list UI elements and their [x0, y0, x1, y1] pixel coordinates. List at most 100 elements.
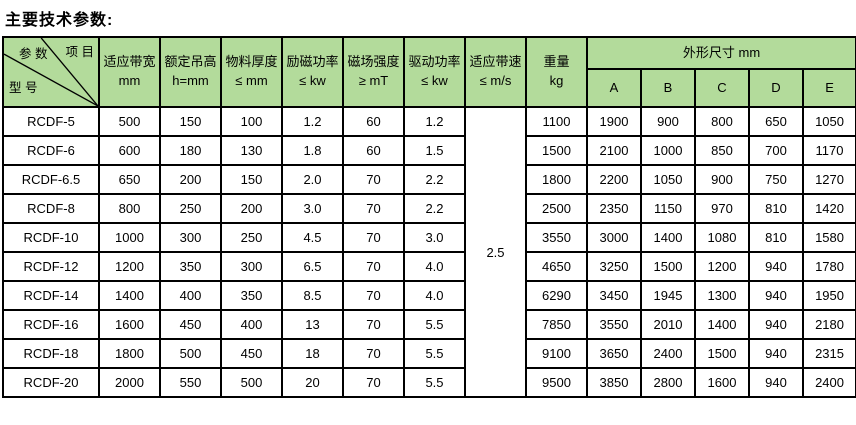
value-cell: 1400	[694, 309, 750, 340]
value-cell: 150	[220, 164, 283, 195]
table-row: RCDF-12 1200 350 300 6.5 70 4.0 4650 3250 1500 120…	[2, 251, 856, 282]
value-cell: 3000	[586, 222, 642, 253]
value-cell: 4.0	[403, 251, 466, 282]
value-cell: 3850	[586, 367, 642, 398]
model-cell: RCDF-16	[2, 309, 100, 340]
column-header-excitation-power: 励磁功率 ≤ kw	[281, 36, 344, 108]
value-cell: 1600	[98, 309, 161, 340]
value-cell: 2400	[640, 338, 696, 369]
dim-column-header-b: B	[640, 68, 696, 108]
value-cell: 1500	[640, 251, 696, 282]
value-cell: 300	[159, 222, 222, 253]
column-header-belt-width: 适应带宽 mm	[98, 36, 161, 108]
value-cell: 900	[640, 106, 696, 137]
value-cell: 9500	[525, 367, 588, 398]
value-cell: 300	[220, 251, 283, 282]
value-cell: 1.2	[281, 106, 344, 137]
value-cell: 1580	[801, 222, 856, 253]
value-cell: 500	[98, 106, 161, 137]
value-cell: 940	[748, 280, 804, 311]
value-cell: 5.5	[403, 367, 466, 398]
value-cell: 250	[220, 222, 283, 253]
table-row: RCDF-6 600 180 130 1.8 60 1.5 1500 2100 1000 850 70…	[2, 135, 856, 166]
model-cell: RCDF-8	[2, 193, 100, 224]
value-cell: 350	[220, 280, 283, 311]
value-cell: 970	[694, 193, 750, 224]
column-header-unit: h=mm	[172, 73, 209, 88]
value-cell: 940	[748, 338, 804, 369]
table-row: RCDF-6.5 650 200 150 2.0 70 2.2 1800 2200 1050 900…	[2, 164, 856, 195]
value-cell: 250	[159, 193, 222, 224]
value-cell: 450	[220, 338, 283, 369]
value-cell: 1800	[98, 338, 161, 369]
column-header-unit: ≤ kw	[421, 73, 448, 88]
value-cell: 1270	[801, 164, 856, 195]
value-cell: 400	[159, 280, 222, 311]
corner-param-label: 参 数	[19, 47, 48, 61]
value-cell: 650	[98, 164, 161, 195]
value-cell: 1300	[694, 280, 750, 311]
value-cell: 940	[748, 367, 804, 398]
value-cell: 1500	[525, 135, 588, 166]
value-cell: 130	[220, 135, 283, 166]
value-cell: 450	[159, 309, 222, 340]
column-header-material-thickness: 物料厚度 ≤ mm	[220, 36, 283, 108]
model-cell: RCDF-6.5	[2, 164, 100, 195]
value-cell: 2010	[640, 309, 696, 340]
value-cell: 4650	[525, 251, 588, 282]
value-cell: 70	[342, 193, 405, 224]
column-header-title: 物料厚度	[225, 54, 278, 70]
value-cell: 750	[748, 164, 804, 195]
value-cell: 70	[342, 280, 405, 311]
value-cell: 3.0	[281, 193, 344, 224]
value-cell: 9100	[525, 338, 588, 369]
model-cell: RCDF-18	[2, 338, 100, 369]
value-cell: 1420	[801, 193, 856, 224]
value-cell: 13	[281, 309, 344, 340]
corner-item-label: 项 目	[65, 45, 94, 59]
value-cell: 1000	[640, 135, 696, 166]
value-cell: 2000	[98, 367, 161, 398]
model-cell: RCDF-5	[2, 106, 100, 137]
belt-speed-merged-cell: 2.5	[464, 106, 527, 398]
value-cell: 8.5	[281, 280, 344, 311]
value-cell: 1400	[98, 280, 161, 311]
value-cell: 1200	[98, 251, 161, 282]
value-cell: 3550	[586, 309, 642, 340]
model-cell: RCDF-10	[2, 222, 100, 253]
value-cell: 3550	[525, 222, 588, 253]
column-header-title: 额定吊高	[164, 54, 217, 70]
outer-dimensions-header: 外形尺寸 mm	[585, 36, 856, 70]
value-cell: 1900	[586, 106, 642, 137]
model-cell: RCDF-6	[2, 135, 100, 166]
column-header-magnetic-strength: 磁场强度 ≥ mT	[342, 36, 405, 108]
value-cell: 1400	[640, 222, 696, 253]
table-body: RCDF-5 500 150 100 1.2 60 1.2 2.5 1100 1900 900 800…	[2, 106, 856, 398]
value-cell: 1150	[640, 193, 696, 224]
value-cell: 500	[220, 367, 283, 398]
value-cell: 60	[342, 106, 405, 137]
page-title: 主要技术参数:	[5, 12, 114, 29]
table-row: RCDF-5 500 150 100 1.2 60 1.2 2.5 1100 1900 900 800…	[2, 106, 856, 398]
value-cell: 940	[748, 251, 804, 282]
value-cell: 600	[98, 135, 161, 166]
value-cell: 1000	[98, 222, 161, 253]
value-cell: 70	[342, 309, 405, 340]
value-cell: 2100	[586, 135, 642, 166]
table-row: RCDF-14 1400 400 350 8.5 70 4.0 6290 3450 1945 130…	[2, 280, 856, 311]
value-cell: 3250	[586, 251, 642, 282]
value-cell: 2315	[801, 338, 856, 369]
value-cell: 900	[694, 164, 750, 195]
value-cell: 200	[159, 164, 222, 195]
value-cell: 400	[220, 309, 283, 340]
column-header-unit: ≤ kw	[299, 73, 326, 88]
value-cell: 1080	[694, 222, 750, 253]
value-cell: 4.5	[281, 222, 344, 253]
value-cell: 2400	[801, 367, 856, 398]
column-header-title: 磁场强度	[347, 54, 400, 70]
value-cell: 850	[694, 135, 750, 166]
value-cell: 70	[342, 367, 405, 398]
column-header-unit: kg	[549, 73, 564, 88]
corner-model-label: 型 号	[9, 80, 38, 95]
value-cell: 1945	[640, 280, 696, 311]
